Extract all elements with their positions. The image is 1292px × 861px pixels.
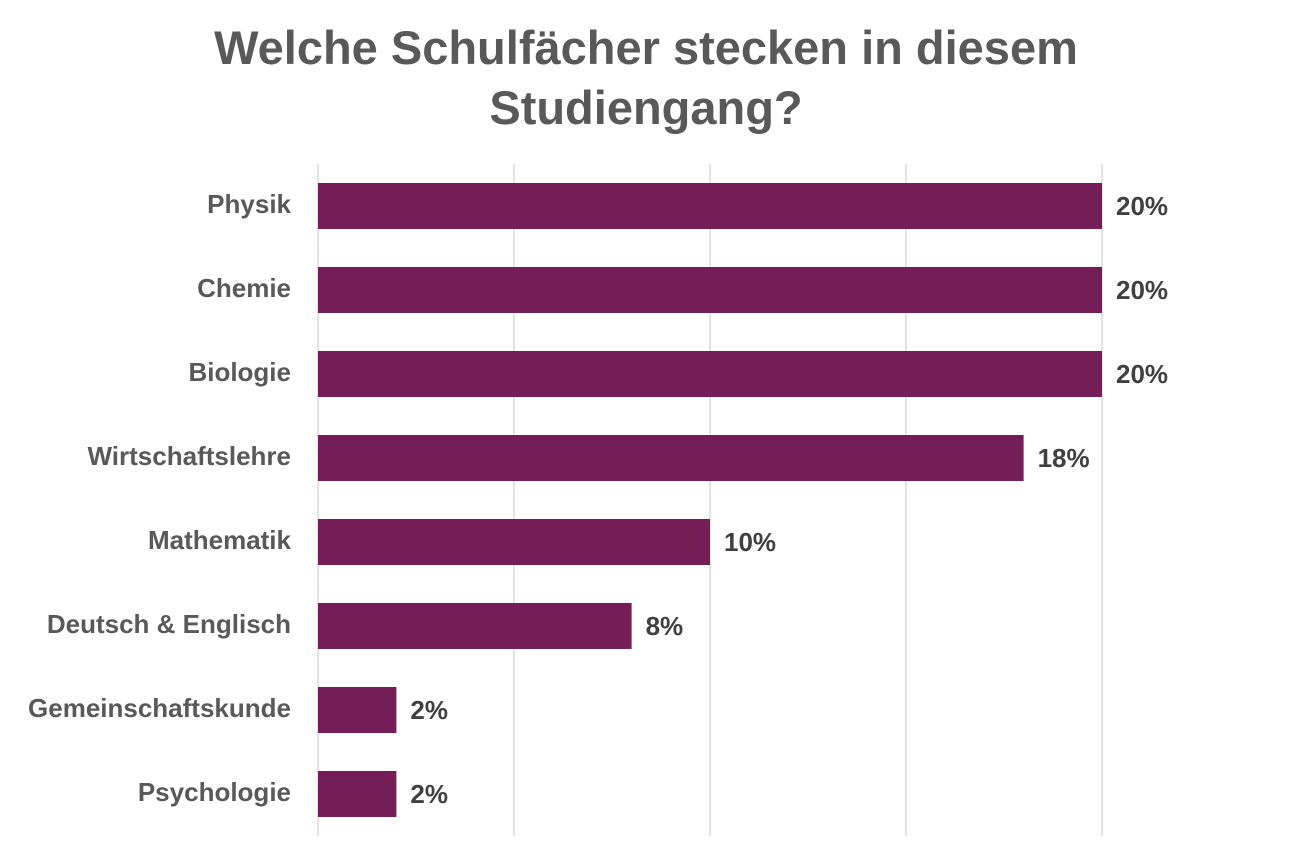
value-label: 18% [1038, 443, 1090, 473]
y-tick-label: Mathematik [148, 525, 292, 555]
value-label: 2% [410, 779, 448, 809]
y-tick-label: Wirtschaftslehre [88, 441, 292, 471]
y-tick-label: Deutsch & Englisch [47, 609, 291, 639]
value-label: 20% [1116, 191, 1168, 221]
bar [318, 603, 632, 649]
value-label: 20% [1116, 275, 1168, 305]
bar [318, 351, 1102, 397]
y-tick-label: Psychologie [138, 777, 291, 807]
chart-title: Welche Schulfächer stecken in diesem Stu… [214, 21, 1078, 134]
bar [318, 519, 710, 565]
bar [318, 267, 1102, 313]
value-label: 20% [1116, 359, 1168, 389]
y-tick-label: Physik [207, 189, 291, 219]
bar [318, 687, 397, 733]
bar [318, 183, 1102, 229]
value-label: 10% [724, 527, 776, 557]
y-tick-label: Chemie [197, 273, 291, 303]
value-label: 8% [646, 611, 684, 641]
value-label: 2% [410, 695, 448, 725]
bar [318, 771, 397, 817]
y-tick-label: Biologie [188, 357, 291, 387]
y-tick-label: Gemeinschaftskunde [28, 693, 291, 723]
bar [318, 435, 1024, 481]
